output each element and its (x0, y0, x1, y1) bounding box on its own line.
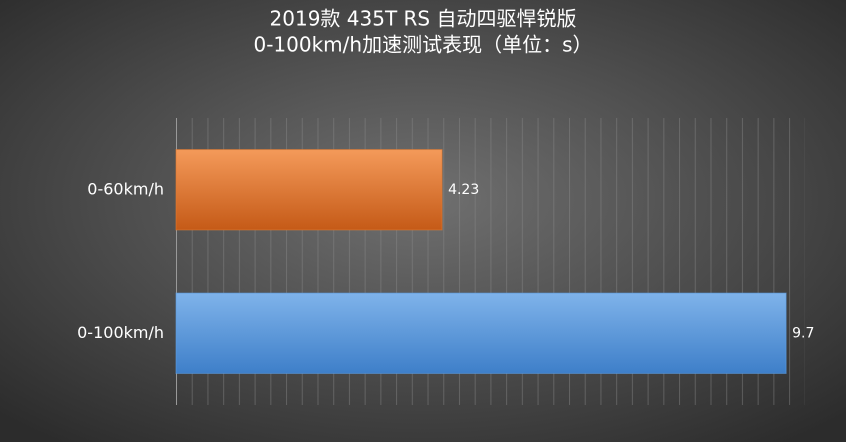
data-label: 4.23 (448, 182, 479, 198)
y-tick-label: 0-100km/h (77, 323, 164, 342)
bar (175, 292, 787, 374)
y-tick-label: 0-60km/h (87, 179, 164, 198)
bar (175, 149, 443, 231)
data-label: 9.7 (792, 325, 814, 341)
chart-subtitle: 0-100km/h加速测试表现（单位：s） (253, 33, 592, 57)
chart-title: 2019款 435T RS 自动四驱悍锐版 (270, 7, 577, 31)
